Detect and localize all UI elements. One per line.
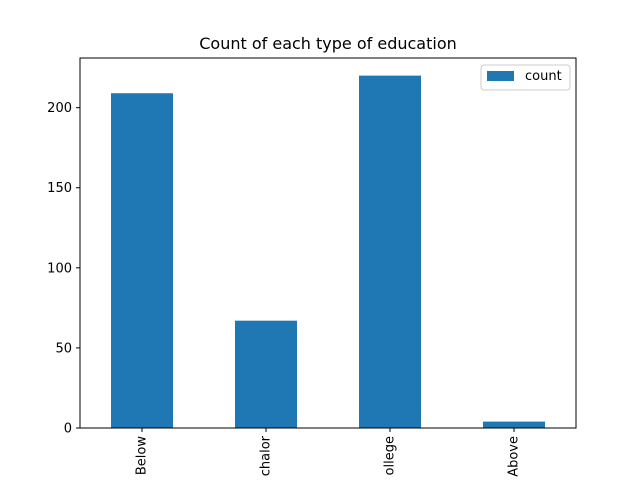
x-tick-label-0: Below <box>135 436 150 475</box>
plot-frame <box>79 57 577 429</box>
bar-0 <box>111 93 173 429</box>
bar-1 <box>235 320 297 428</box>
x-tick-label-3: Above <box>507 436 522 477</box>
legend-swatch <box>487 71 514 81</box>
y-tick-label-4: 200 <box>47 101 72 116</box>
legend: count <box>480 64 571 91</box>
legend-label: count <box>525 69 562 84</box>
bars-layer <box>111 75 545 429</box>
y-tick-label-0: 0 <box>64 422 72 437</box>
y-tick-label-3: 150 <box>47 181 72 196</box>
y-tick-label-1: 50 <box>55 341 72 356</box>
bar-3 <box>483 421 545 428</box>
x-tick-label-2: ollege <box>383 436 398 475</box>
bar-2 <box>359 75 421 429</box>
x-tick-label-1: chalor <box>259 435 274 476</box>
x-axis: Below chalor ollege Above <box>135 428 522 477</box>
chart-title: Count of each type of education <box>199 34 457 53</box>
y-axis: 0 50 100 150 200 <box>47 101 80 437</box>
y-tick-label-2: 100 <box>47 261 72 276</box>
